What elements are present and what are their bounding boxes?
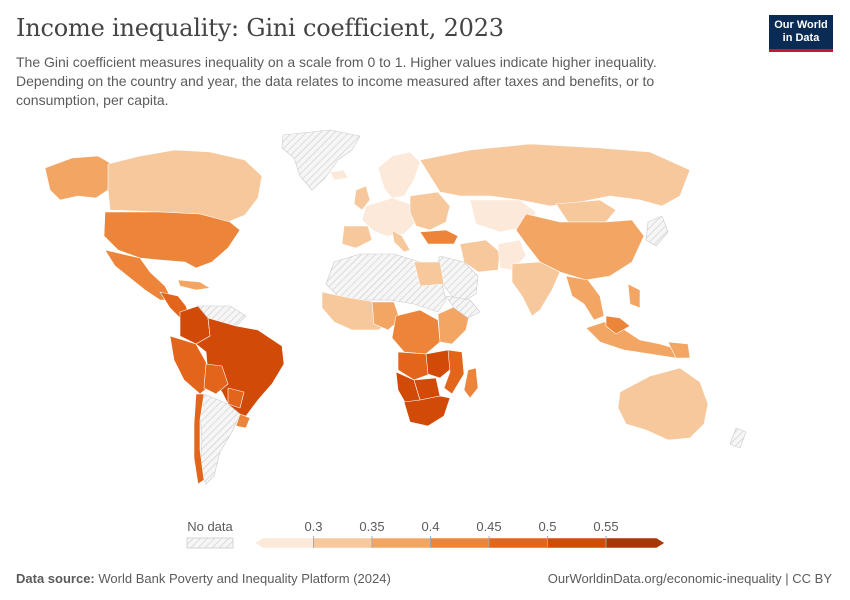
legend-bin <box>605 537 665 549</box>
country-zambia[interactable] <box>425 349 453 379</box>
legend-tick-label: 0.35 <box>359 519 384 534</box>
logo-line-1: Our World <box>774 19 828 31</box>
country-uk[interactable] <box>353 185 371 211</box>
country-malaysia[interactable] <box>605 315 631 335</box>
data-source-label: Data source: <box>16 571 95 586</box>
legend-tick-label: 0.5 <box>538 519 556 534</box>
country-horn-of-africa[interactable] <box>445 295 481 319</box>
country-china[interactable] <box>515 213 645 281</box>
country-papua-new-guinea[interactable] <box>667 341 691 359</box>
country-alaska[interactable] <box>44 155 113 201</box>
country-bolivia[interactable] <box>203 363 229 395</box>
country-india[interactable] <box>511 261 561 317</box>
country-south-africa[interactable] <box>403 395 451 427</box>
chart-title: Income inequality: Gini coefficient, 202… <box>16 14 504 42</box>
country-japan[interactable] <box>645 215 669 247</box>
country-spain-portugal[interactable] <box>341 225 373 249</box>
legend-tick-label: 0.55 <box>593 519 618 534</box>
map-legend: No data 0.3 0.35 0.4 0.45 0.5 0.55 <box>186 519 665 549</box>
legend-bin <box>371 537 431 549</box>
country-argentina[interactable] <box>199 393 241 485</box>
country-chile[interactable] <box>193 393 205 485</box>
country-western-europe[interactable] <box>361 197 419 237</box>
data-source-text: World Bank Poverty and Inequality Platfo… <box>98 571 391 586</box>
country-greenland[interactable] <box>281 129 361 191</box>
country-southeast-asia[interactable] <box>565 275 605 321</box>
country-central-africa[interactable] <box>391 309 441 355</box>
country-madagascar[interactable] <box>463 367 479 399</box>
country-new-zealand[interactable] <box>729 427 747 449</box>
country-caribbean[interactable] <box>177 279 211 291</box>
country-angola[interactable] <box>397 351 431 381</box>
legend-bin <box>313 537 373 549</box>
country-indonesia[interactable] <box>585 321 681 359</box>
data-source: Data source: World Bank Poverty and Ineq… <box>16 571 391 586</box>
country-mozambique[interactable] <box>443 349 465 395</box>
world-map[interactable] <box>0 120 850 510</box>
country-uruguay[interactable] <box>235 413 251 429</box>
country-nigeria[interactable] <box>371 301 401 331</box>
legend-bin <box>430 537 490 549</box>
country-australia[interactable] <box>617 367 709 441</box>
country-brazil[interactable] <box>195 317 285 417</box>
country-turkey[interactable] <box>419 229 459 245</box>
chart-subtitle: The Gini coefficient measures inequality… <box>16 54 657 108</box>
country-scandinavia[interactable] <box>377 151 421 199</box>
owid-logo[interactable]: Our World in Data <box>769 15 833 52</box>
country-mongolia[interactable] <box>555 199 617 223</box>
country-russia[interactable] <box>419 143 691 207</box>
logo-line-2: in Data <box>782 32 820 44</box>
legend-bin <box>254 537 314 549</box>
country-italy[interactable] <box>391 229 411 253</box>
legend-bin <box>488 537 548 549</box>
country-iceland[interactable] <box>329 169 349 181</box>
country-philippines[interactable] <box>627 283 641 309</box>
legend-no-data-swatch <box>186 537 234 549</box>
country-united-states[interactable] <box>103 211 241 269</box>
country-canada[interactable] <box>107 149 263 223</box>
country-egypt[interactable] <box>413 261 445 287</box>
country-pakistan[interactable] <box>497 239 527 271</box>
country-paraguay[interactable] <box>227 387 245 409</box>
legend-tick-label: 0.3 <box>304 519 322 534</box>
legend-bin <box>547 537 607 549</box>
legend-no-data-label: No data <box>187 519 233 534</box>
legend-tick-label: 0.45 <box>476 519 501 534</box>
legend-tick-label: 0.4 <box>421 519 439 534</box>
country-eastern-europe[interactable] <box>409 191 451 231</box>
source-url[interactable]: OurWorldinData.org/economic-inequality |… <box>547 571 832 586</box>
